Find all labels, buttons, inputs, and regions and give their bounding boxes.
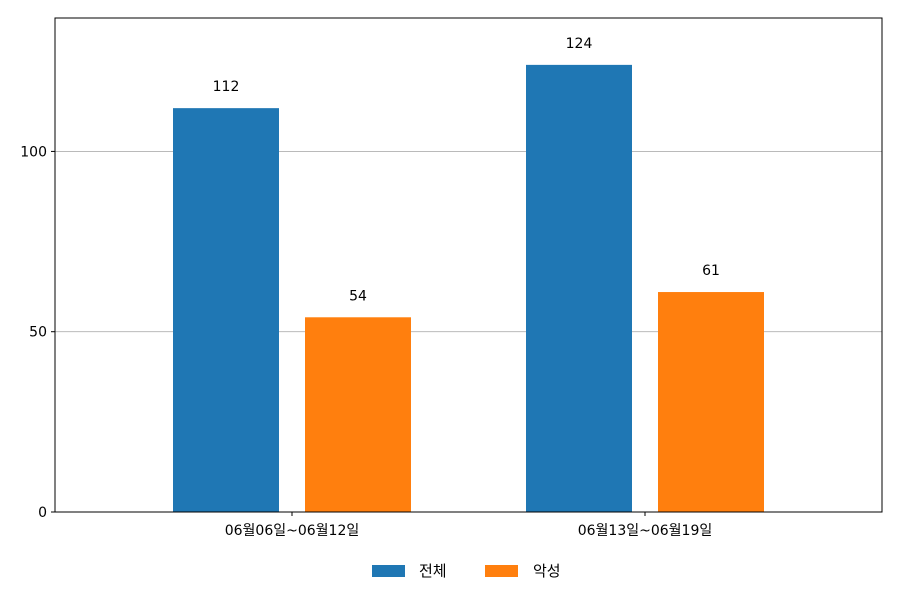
data-labels: 112 54 124 61 <box>213 36 720 304</box>
data-label: 124 <box>566 36 593 52</box>
data-label: 54 <box>349 288 367 304</box>
bar-total-2 <box>526 64 632 512</box>
y-axis-ticks: 0 50 100 <box>20 144 55 521</box>
legend-label: 전체 <box>419 562 447 580</box>
y-tick-label: 0 <box>38 505 47 521</box>
x-tick-label: 06월06일~06월12일 <box>225 523 360 539</box>
legend-label: 악성 <box>533 562 561 580</box>
legend-swatch <box>372 565 405 577</box>
plot-frame <box>54 17 883 513</box>
bar-malicious-1 <box>305 317 411 512</box>
x-tick-label: 06월13일~06월19일 <box>578 523 713 539</box>
bar-malicious-2 <box>658 292 764 512</box>
y-tick-label: 50 <box>29 325 47 341</box>
bars <box>173 64 764 512</box>
y-tick-label: 100 <box>20 144 47 160</box>
x-axis-ticks: 06월06일~06월12일 06월13일~06월19일 <box>225 512 713 539</box>
legend-swatch <box>485 565 518 577</box>
legend: 전체 악성 <box>372 562 561 580</box>
data-label: 61 <box>702 263 720 279</box>
bar-total-1 <box>173 108 279 512</box>
data-label: 112 <box>213 79 240 95</box>
